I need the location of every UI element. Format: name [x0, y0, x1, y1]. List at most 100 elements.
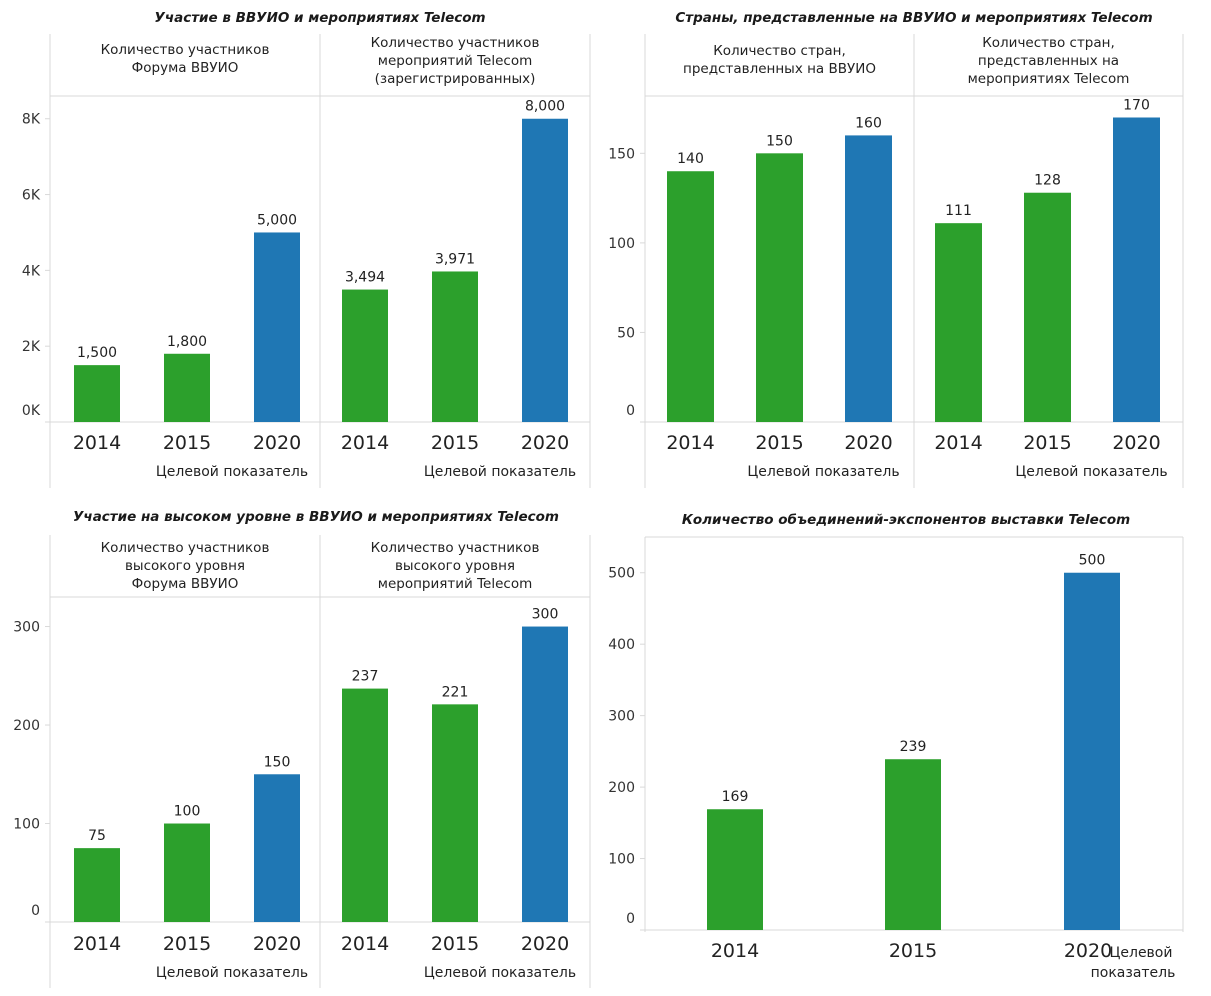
x-category-label: 2020 — [253, 432, 301, 454]
bar-value-label: 3,494 — [345, 270, 385, 286]
bar-value-label: 1,800 — [167, 334, 207, 350]
panel-header-line: Форума ВВУИО — [132, 60, 239, 76]
y-tick-label: 100 — [13, 817, 40, 833]
y-tick-label: 100 — [608, 236, 635, 252]
bar-value-label: 221 — [442, 684, 469, 700]
panel-header-line: Количество участников — [371, 540, 540, 556]
x-category-label: 2020 — [1112, 432, 1160, 454]
bar-value-label: 239 — [900, 739, 927, 755]
y-tick-label: 0 — [626, 911, 635, 927]
target-label: показатель — [1091, 965, 1176, 981]
chart-2: Страны, представленные на ВВУИО и меропр… — [608, 10, 1184, 488]
x-category-label: 2015 — [755, 432, 803, 454]
bar-value-label: 128 — [1034, 173, 1061, 189]
panel-header-line: высокого уровня — [395, 558, 515, 574]
bar-value-label: 500 — [1079, 553, 1106, 569]
panel-header-line: мероприятий Telecom — [378, 53, 532, 69]
y-tick-label: 200 — [608, 780, 635, 796]
y-tick-label: 0 — [31, 903, 40, 919]
chart-1: Участие в ВВУИО и мероприятиях Telecom 0K… — [22, 10, 591, 488]
y-tick-label: 0 — [626, 403, 635, 419]
x-category-label: 2015 — [163, 933, 211, 955]
chart-3: Участие на высоком уровне в ВВУИО и меро… — [13, 509, 591, 988]
target-label: Целевой показатель — [424, 965, 576, 981]
bar-actual — [1024, 192, 1071, 422]
bar-actual — [432, 271, 478, 422]
bar-actual — [885, 759, 941, 930]
y-tick-label: 4K — [22, 263, 41, 279]
bar-value-label: 111 — [945, 203, 972, 219]
chart-4: Количество объединений-экспонентов выста… — [608, 512, 1184, 981]
x-category-label: 2020 — [1064, 940, 1112, 962]
x-category-label: 2015 — [1023, 432, 1071, 454]
target-label: Целевой показатель — [424, 464, 576, 480]
bar-value-label: 160 — [855, 115, 882, 131]
x-category-label: 2020 — [253, 933, 301, 955]
x-category-label: 2015 — [431, 432, 479, 454]
bar-value-label: 170 — [1123, 97, 1150, 113]
bar-value-label: 300 — [532, 607, 559, 623]
x-category-label: 2014 — [341, 432, 389, 454]
bar-value-label: 8,000 — [525, 99, 565, 115]
target-label: Целевой показатель — [747, 464, 899, 480]
bar-actual — [707, 809, 763, 930]
target-label: Целевой показатель — [1015, 464, 1167, 480]
y-tick-label: 6K — [22, 188, 41, 204]
bar-actual — [342, 688, 388, 922]
bar-value-label: 140 — [677, 151, 704, 167]
bar-value-label: 150 — [766, 133, 793, 149]
bar-actual — [74, 365, 120, 422]
target-label: Целевой показатель — [156, 464, 308, 480]
panel-header-line: (зарегистрированных) — [375, 71, 536, 87]
bar-target — [522, 118, 568, 422]
bar-target — [254, 774, 300, 922]
panel-header-line: мероприятиях Telecom — [968, 71, 1130, 87]
bar-target — [845, 135, 892, 422]
y-tick-label: 8K — [22, 112, 41, 128]
bar-target — [1064, 572, 1120, 930]
bar-target — [254, 232, 300, 422]
bar-value-label: 5,000 — [257, 212, 297, 228]
target-label: Целевой — [1110, 945, 1173, 961]
target-label: Целевой показатель — [156, 965, 308, 981]
chart-title: Участие на высоком уровне в ВВУИО и меро… — [73, 509, 559, 525]
y-tick-label: 500 — [608, 566, 635, 582]
bar-value-label: 75 — [88, 828, 106, 844]
y-tick-label: 50 — [617, 325, 635, 341]
bar-value-label: 3,971 — [435, 251, 475, 267]
panel-header-line: мероприятий Telecom — [378, 576, 532, 592]
y-tick-label: 0K — [22, 403, 41, 419]
x-category-label: 2020 — [844, 432, 892, 454]
x-category-label: 2014 — [73, 432, 121, 454]
x-category-label: 2014 — [934, 432, 982, 454]
x-category-label: 2020 — [521, 933, 569, 955]
panel-header-line: Количество участников — [101, 42, 270, 58]
panel-header-line: представленных на — [978, 53, 1119, 69]
x-category-label: 2014 — [711, 940, 759, 962]
bar-actual — [164, 353, 210, 422]
chart-title: Количество объединений-экспонентов выста… — [682, 512, 1130, 528]
panel-header-line: высокого уровня — [125, 558, 245, 574]
panel-header-line: Количество стран, — [982, 35, 1115, 51]
y-tick-label: 300 — [608, 709, 635, 725]
x-category-label: 2014 — [666, 432, 714, 454]
bar-target — [522, 626, 568, 922]
bar-value-label: 150 — [264, 754, 291, 770]
x-category-label: 2015 — [431, 933, 479, 955]
bar-actual — [342, 289, 388, 422]
y-tick-label: 400 — [608, 637, 635, 653]
bar-actual — [432, 704, 478, 922]
y-tick-label: 2K — [22, 339, 41, 355]
bar-target — [1113, 117, 1160, 422]
bar-value-label: 237 — [352, 669, 379, 685]
x-category-label: 2020 — [521, 432, 569, 454]
y-tick-label: 300 — [13, 620, 40, 636]
x-category-label: 2015 — [163, 432, 211, 454]
bar-value-label: 169 — [722, 789, 749, 805]
bar-actual — [935, 223, 982, 422]
y-tick-label: 100 — [608, 852, 635, 868]
x-category-label: 2014 — [341, 933, 389, 955]
bar-actual — [74, 848, 120, 922]
panel-header-line: Форума ВВУИО — [132, 576, 239, 592]
